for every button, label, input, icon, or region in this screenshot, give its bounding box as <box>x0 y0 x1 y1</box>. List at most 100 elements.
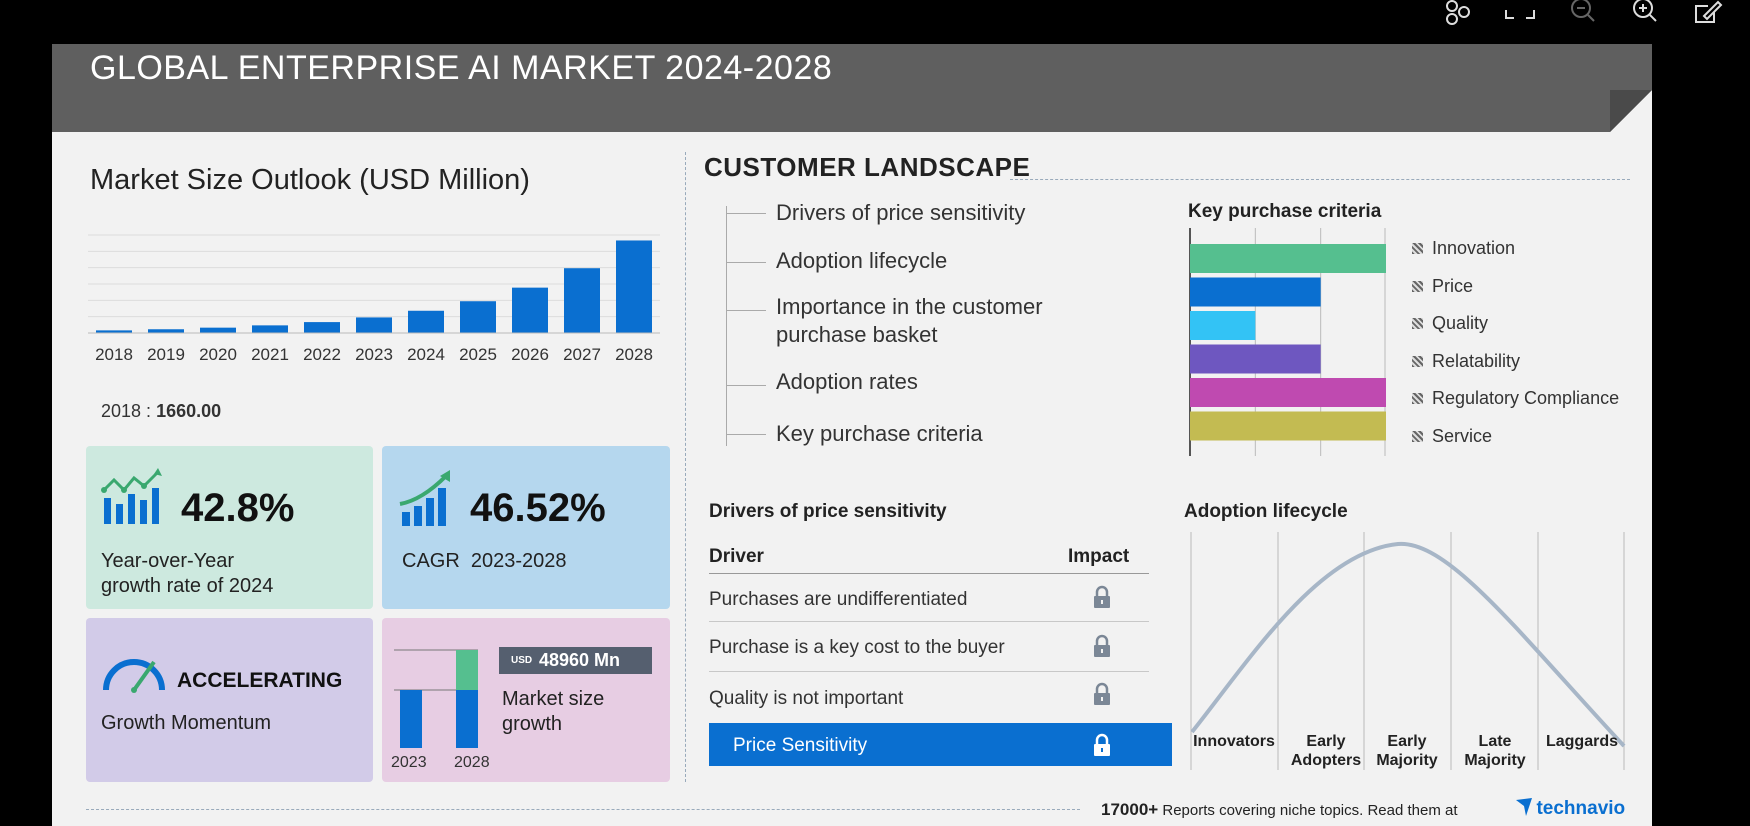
legend-label: Service <box>1432 426 1493 446</box>
tick-label-2023: 2023 <box>355 345 393 364</box>
tick-label-2020: 2020 <box>199 345 237 364</box>
driver-row: Quality is not important <box>709 672 1149 718</box>
landscape-item: Drivers of price sensitivity <box>776 200 1026 225</box>
market-growth-label-2: growth <box>502 713 563 735</box>
landscape-connector <box>726 213 766 214</box>
legend-label: Quality <box>1432 313 1489 334</box>
driver-text: Purchases are undifferentiated <box>709 589 968 610</box>
fullscreen-icon[interactable] <box>1502 0 1538 26</box>
bar-2026 <box>512 287 548 333</box>
kpc-legend-item: Price <box>1412 276 1473 297</box>
kpc-legend-item: Regulatory Compliance <box>1412 388 1619 409</box>
market-growth-mini-chart <box>394 649 478 748</box>
adoption-title: Adoption lifecycle <box>1184 501 1348 522</box>
drivers-col-driver: Driver <box>709 546 764 567</box>
growth-chart-icon <box>101 468 162 524</box>
landscape-connector <box>726 262 766 263</box>
market-size-bar-chart <box>88 234 660 334</box>
stage-line-2: Innovators <box>1193 733 1275 750</box>
yoy-growth-card <box>86 446 373 609</box>
landscape-item: Key purchase criteria <box>776 421 983 446</box>
kpc-legend-item: Innovation <box>1412 238 1515 259</box>
kpc-bar-service <box>1190 411 1386 441</box>
legend-label: Innovation <box>1432 238 1516 258</box>
kpc-legend-item: Relatability <box>1412 351 1520 372</box>
stage-line-1: Early <box>1306 733 1346 750</box>
kpc-bar-chart <box>1189 228 1386 456</box>
tick-label-2021: 2021 <box>251 345 289 364</box>
customer-landscape-title: CUSTOMER LANDSCAPE <box>704 152 1031 182</box>
kpc-bar-price <box>1190 277 1321 307</box>
stage-late-majority: Late Majority <box>1451 732 1539 770</box>
stage-line-2: Majority <box>1464 752 1526 769</box>
kpc-bar-relatability <box>1190 344 1321 374</box>
kpc-legend-item: Quality <box>1412 313 1488 334</box>
cagr-card <box>382 446 670 609</box>
page-fold-decoration <box>1610 90 1652 132</box>
cagr-label: CAGR 2023-2028 <box>402 550 567 572</box>
bar-2019 <box>148 329 184 333</box>
mini-year-2028: 2028 <box>454 754 490 771</box>
zoom-in-icon[interactable] <box>1627 0 1663 26</box>
stage-early-majority: Early Majority <box>1363 732 1451 770</box>
base-year-text: 2018 : <box>101 401 152 421</box>
legend-swatch <box>1412 393 1423 405</box>
zoom-out-icon[interactable] <box>1565 0 1601 26</box>
yoy-label-line-1: Year-over-Year <box>101 550 235 572</box>
driver-text: Quality is not important <box>709 688 904 709</box>
tick-label-2018: 2018 <box>95 345 133 364</box>
drivers-title: Drivers of price sensitivity <box>709 501 947 522</box>
title-banner: GLOBAL ENTERPRISE AI MARKET 2024-2028 <box>52 44 1652 132</box>
technavio-brand: technavio <box>1536 798 1626 819</box>
yoy-value: 42.8% <box>181 486 295 530</box>
kpc-bar-quality <box>1190 311 1256 340</box>
legend-label: Regulatory Compliance <box>1432 388 1620 409</box>
landscape-divider <box>1010 179 1630 180</box>
market-growth-label-1: Market size <box>502 688 605 710</box>
legend-swatch <box>1412 243 1423 254</box>
bar-2027 <box>564 268 600 333</box>
legend-label: Price <box>1432 275 1474 296</box>
stage-line-2: Laggards <box>1545 733 1618 750</box>
tick-label-2024: 2024 <box>407 345 445 364</box>
driver-row: Purchase is a key cost to the buyer <box>709 622 1149 672</box>
edit-icon[interactable] <box>1690 0 1726 26</box>
footer-note: 17000+ Reports covering niche topics. Re… <box>1101 800 1458 820</box>
lock-icon <box>1094 634 1110 657</box>
tick-label-2019: 2019 <box>147 345 185 364</box>
drivers-header-rule <box>709 573 1149 574</box>
stage-line-1: Early <box>1387 733 1427 750</box>
lock-icon <box>1094 733 1110 756</box>
landscape-connector <box>726 385 766 386</box>
tick-label-2025: 2025 <box>459 345 497 364</box>
outlook-title: Market Size Outlook (USD Million) <box>90 164 530 196</box>
bar-2028 <box>616 240 652 333</box>
landscape-item: Adoption rates <box>776 369 918 394</box>
share-icon[interactable] <box>1440 0 1476 26</box>
footer-count: 17000+ <box>1101 800 1159 819</box>
technavio-logo[interactable]: technavio <box>1516 798 1625 820</box>
footer-text: Reports covering niche topics. Read them… <box>1162 802 1458 819</box>
stage-innovators: Innovators <box>1190 732 1278 751</box>
driver-text: Purchase is a key cost to the buyer <box>709 637 1005 658</box>
technavio-logo-icon <box>1516 798 1532 816</box>
market-growth-badge: USD 48960 Mn <box>499 647 652 674</box>
drivers-col-impact: Impact <box>1068 546 1130 567</box>
speedometer-icon <box>103 659 165 693</box>
bar-2022 <box>304 322 340 333</box>
tick-label-2028: 2028 <box>615 345 653 364</box>
kpc-bar-regulatory-compliance <box>1190 378 1386 407</box>
footer-divider <box>86 809 1080 810</box>
landscape-connector <box>726 434 766 435</box>
bar-2021 <box>252 325 288 333</box>
kpc-bar-innovation <box>1190 244 1386 273</box>
bar-2024 <box>408 310 444 333</box>
landscape-item: Adoption lifecycle <box>776 248 948 273</box>
cagr-value: 46.52% <box>470 486 606 530</box>
market-size-growth-card <box>382 618 670 782</box>
page-title: GLOBAL ENTERPRISE AI MARKET 2024-2028 <box>90 49 833 87</box>
bar-2020 <box>200 327 236 333</box>
tick-label-2027: 2027 <box>563 345 601 364</box>
growth-momentum-card <box>86 618 373 782</box>
rising-bars-icon <box>399 470 450 526</box>
